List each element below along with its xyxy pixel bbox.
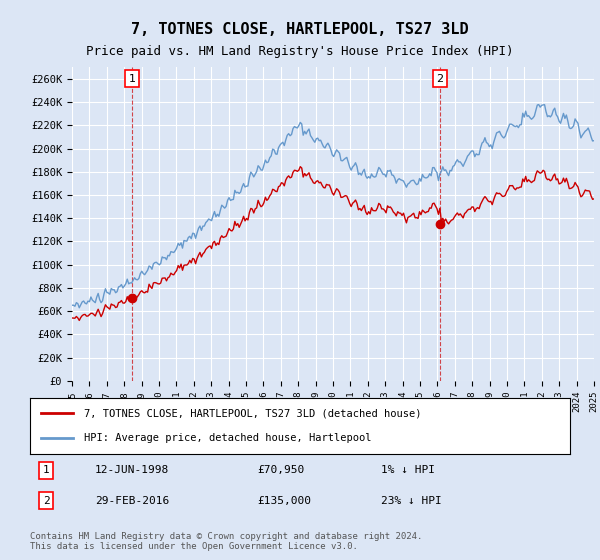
- Text: 23% ↓ HPI: 23% ↓ HPI: [381, 496, 442, 506]
- Text: £135,000: £135,000: [257, 496, 311, 506]
- Text: Price paid vs. HM Land Registry's House Price Index (HPI): Price paid vs. HM Land Registry's House …: [86, 45, 514, 58]
- Text: 12-JUN-1998: 12-JUN-1998: [95, 465, 169, 475]
- Text: 7, TOTNES CLOSE, HARTLEPOOL, TS27 3LD (detached house): 7, TOTNES CLOSE, HARTLEPOOL, TS27 3LD (d…: [84, 408, 421, 418]
- Text: £70,950: £70,950: [257, 465, 304, 475]
- Text: Contains HM Land Registry data © Crown copyright and database right 2024.
This d: Contains HM Land Registry data © Crown c…: [30, 532, 422, 552]
- Text: HPI: Average price, detached house, Hartlepool: HPI: Average price, detached house, Hart…: [84, 433, 371, 443]
- Text: 2: 2: [43, 496, 50, 506]
- Text: 1% ↓ HPI: 1% ↓ HPI: [381, 465, 435, 475]
- Text: 7, TOTNES CLOSE, HARTLEPOOL, TS27 3LD: 7, TOTNES CLOSE, HARTLEPOOL, TS27 3LD: [131, 22, 469, 38]
- Text: 1: 1: [43, 465, 50, 475]
- Text: 29-FEB-2016: 29-FEB-2016: [95, 496, 169, 506]
- Text: 2: 2: [437, 74, 444, 84]
- Text: 1: 1: [128, 74, 136, 84]
